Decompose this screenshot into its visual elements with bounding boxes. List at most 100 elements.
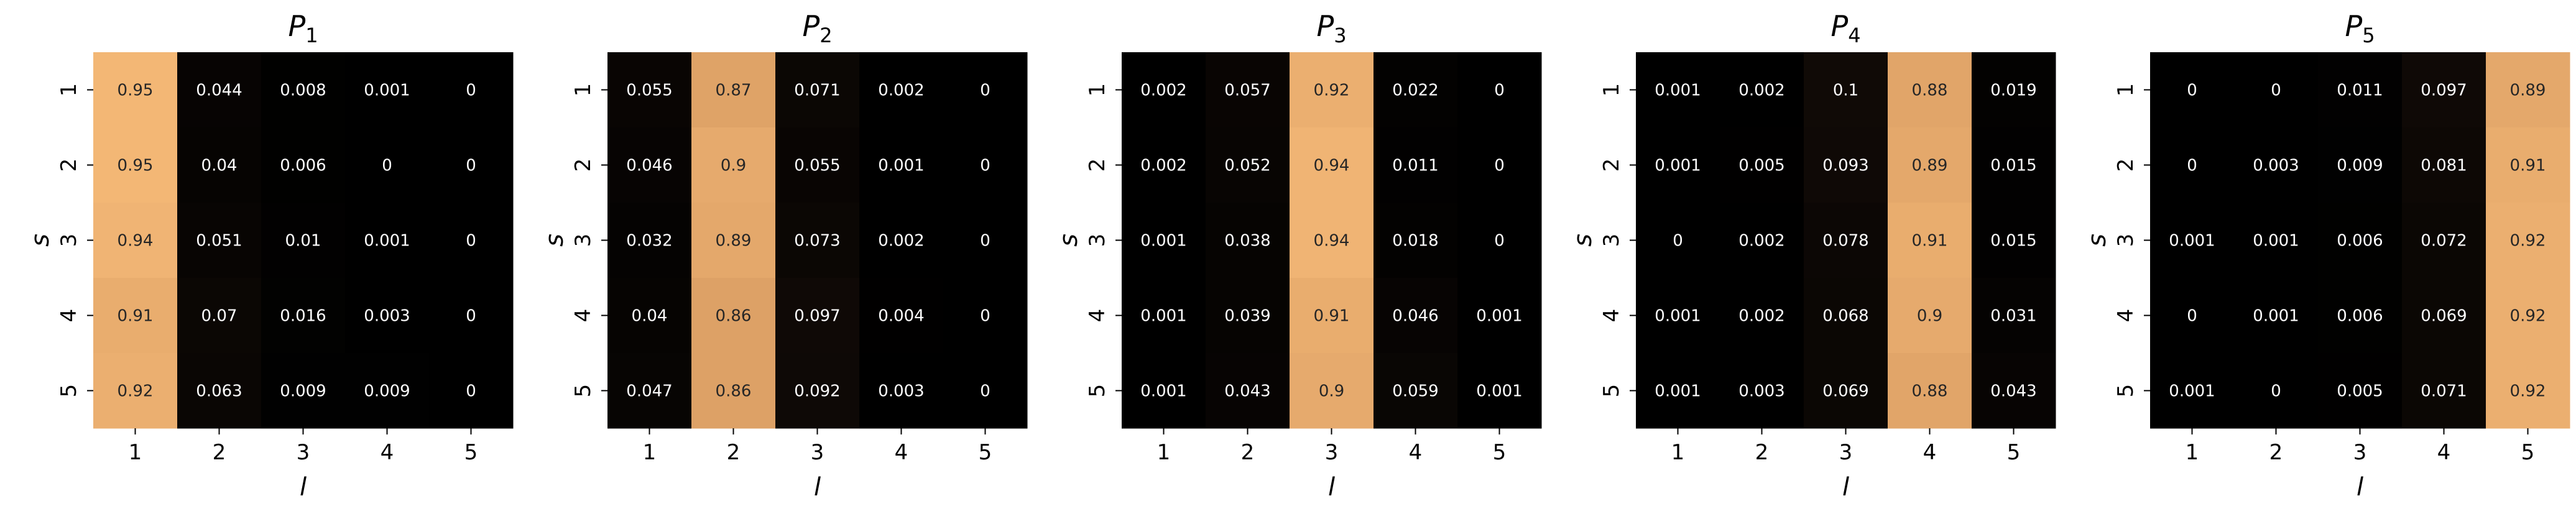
x-tick-label: 2 [2269,440,2283,465]
cell-value-label: 0.006 [2337,232,2383,250]
heatmap-cell [1804,203,1888,278]
cell-value-label: 0.002 [1140,81,1186,100]
cell-value-label: 0.04 [201,157,238,175]
heatmap-cell [1206,127,1290,203]
heatmap-cell [429,52,514,128]
heatmap-cell [429,353,514,429]
panel-title-main: P [288,9,305,43]
cell-value-label: 0.92 [2510,382,2546,401]
cell-value-label: 0.9 [1319,382,1344,401]
heatmap-cell [1804,127,1888,203]
y-tick-label: 1 [2113,83,2138,97]
cell-value-label: 0.001 [1476,307,1522,326]
panel-title: P5 [2345,9,2375,47]
y-tick-label: 4 [1085,309,1110,323]
heatmap-cell [261,203,346,278]
y-tick-label: 4 [1599,309,1624,323]
heatmap-cell [2234,353,2319,429]
heatmap-cell [1290,52,1374,128]
heatmap-cell [261,353,346,429]
cell-value-label: 0.002 [878,81,924,100]
y-tick-label: 3 [2113,234,2138,247]
heatmap-cell [2150,127,2235,203]
cell-value-label: 0.008 [280,81,326,100]
cell-value-label: 0.093 [1822,157,1868,175]
cell-value-label: 0.044 [196,81,242,100]
cell-value-label: 0.001 [364,81,410,100]
cell-value-label: 0.009 [280,382,326,401]
cell-value-label: 0.057 [1224,81,1270,100]
x-axis-label: l [814,473,821,502]
heatmap-cell [1720,127,1804,203]
x-axis-label: l [1842,473,1849,502]
cell-value-label: 0.006 [280,157,326,175]
cell-value-label: 0.001 [1140,232,1186,250]
heatmap-cell [2318,278,2403,354]
panel-title: P3 [1316,9,1346,47]
heatmap-cell [429,127,514,203]
heatmap-cell [607,203,692,278]
heatmap-cell [2402,278,2486,354]
x-axis-label: l [2357,473,2363,502]
heatmap-cell [1888,127,1972,203]
cell-value-label: 0.018 [1392,232,1438,250]
cell-value-label: 0.003 [1738,382,1784,401]
x-tick-label: 1 [129,440,142,465]
y-tick-label: 4 [2113,309,2138,323]
cell-value-label: 0.001 [1140,382,1186,401]
cell-value-label: 0.046 [1392,307,1438,326]
heatmap-cell [859,278,944,354]
heatmap-cell [1290,127,1374,203]
heatmap-cell [691,203,776,278]
cell-value-label: 0.055 [794,157,840,175]
heatmap-cell [775,52,860,128]
heatmap-cell [2486,353,2570,429]
cell-value-label: 0.059 [1392,382,1438,401]
cell-value-label: 0.005 [2337,382,2383,401]
heatmap-cell [1636,353,1720,429]
heatmap-cell [1206,353,1290,429]
x-tick-label: 5 [2007,440,2021,465]
heatmap-cell [2318,52,2403,128]
heatmap-cell [691,52,776,128]
cell-value-label: 0.91 [1912,232,1948,250]
y-tick-label: 5 [1085,384,1110,398]
cell-value-label: 0 [466,382,476,401]
heatmap-cell [1972,278,2056,354]
heatmap-cell [1720,278,1804,354]
cell-value-label: 0.078 [1822,232,1868,250]
cell-value-label: 0.039 [1224,307,1270,326]
heatmap-cell [429,203,514,278]
y-tick-label: 5 [1599,384,1624,398]
heatmap-cell [2234,52,2319,128]
heatmap-cell [2402,52,2486,128]
y-tick-label: 3 [571,234,596,247]
heatmap-panel-3: P30.002 0.057 0.92 0.022 00.002 0.052 0.94 0.01… [1055,9,1542,502]
heatmap-cell [345,353,430,429]
cell-value-label: 0.052 [1224,157,1270,175]
heatmap-cell [1720,203,1804,278]
cell-value-label: 0.91 [1314,307,1350,326]
heatmap-cell [2318,353,2403,429]
cell-value-label: 0 [980,307,990,326]
heatmap-cell [859,127,944,203]
heatmap-cell [1720,52,1804,128]
cell-value-label: 0.86 [716,382,752,401]
cell-value-label: 0.063 [196,382,242,401]
cell-value-label: 0.001 [1655,81,1701,100]
panel-title-main: P [1316,9,1334,43]
panel-title-subscript: 5 [2362,24,2375,47]
heatmap-cell [2486,127,2570,203]
cell-value-label: 0.001 [1476,382,1522,401]
cell-value-label: 0.097 [794,307,840,326]
cell-value-label: 0.002 [1738,232,1784,250]
cell-value-label: 0.002 [878,232,924,250]
cell-value-label: 0 [382,157,392,175]
heatmap-cell [1720,353,1804,429]
panel-title-subscript: 4 [1848,24,1860,47]
cell-value-label: 0.1 [1833,81,1858,100]
x-tick-label: 3 [1325,440,1339,465]
heatmap-cell [859,52,944,128]
cell-value-label: 0.88 [1912,382,1948,401]
cell-value-label: 0.003 [364,307,410,326]
